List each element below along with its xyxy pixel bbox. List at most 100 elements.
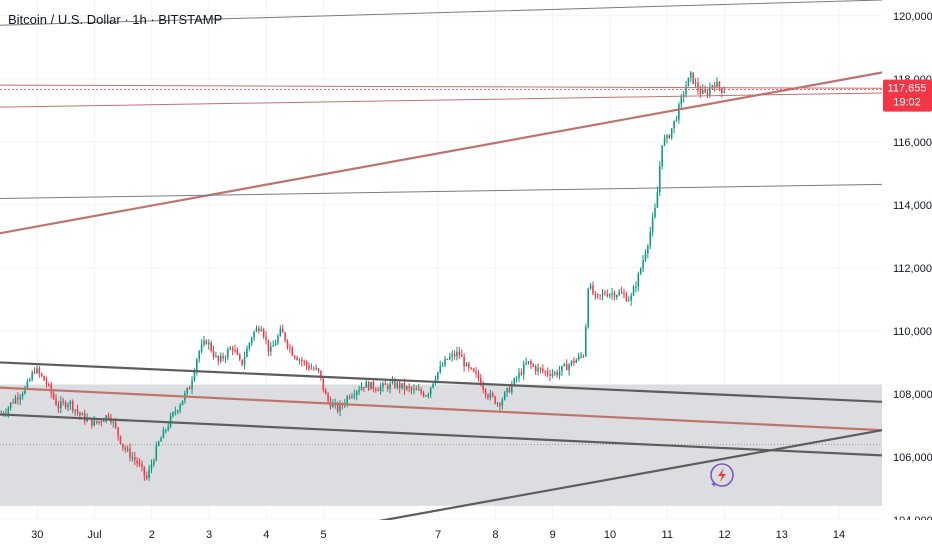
candle-body <box>694 82 697 84</box>
candle-body <box>255 328 258 332</box>
candle-body <box>503 392 506 400</box>
candle-body <box>496 403 499 405</box>
candle-body <box>709 87 711 96</box>
candle-body <box>117 427 119 436</box>
candle-body <box>711 85 714 88</box>
candle-body <box>551 373 554 376</box>
candle-body <box>697 82 699 91</box>
candle-body <box>413 388 415 390</box>
candle-body <box>558 371 561 376</box>
candle-body <box>625 294 628 302</box>
candle-body <box>365 381 368 388</box>
candle-body <box>611 292 613 295</box>
time-axis-label: 12 <box>718 529 730 541</box>
last-price-value: 117,655 <box>888 83 927 95</box>
candle-body <box>198 351 200 360</box>
candle-body <box>69 401 72 405</box>
candle-body <box>465 363 468 367</box>
candle-body <box>222 355 224 359</box>
candle-body <box>577 355 580 360</box>
candle-body <box>494 396 496 404</box>
candle-body <box>687 77 690 87</box>
candle-body <box>122 443 124 448</box>
candle-body <box>589 285 592 289</box>
candle-body <box>644 253 647 261</box>
trendline-channel-bottom <box>0 413 884 457</box>
candle-body <box>124 447 127 450</box>
candle-body <box>315 368 317 370</box>
candle-body <box>312 368 315 370</box>
candle-body <box>12 402 14 404</box>
candle-body <box>40 373 43 376</box>
candle-body <box>272 345 274 347</box>
candle-body <box>389 383 391 389</box>
candle-body <box>456 351 458 357</box>
candle-body <box>668 135 671 139</box>
candle-body <box>38 368 41 374</box>
candle-body <box>45 380 48 385</box>
candle-body <box>647 245 649 254</box>
chart-title: Bitcoin / U.S. Dollar · 1h · BITSTAMP <box>8 12 223 27</box>
candle-body <box>656 192 659 208</box>
candle-body <box>477 373 480 379</box>
time-axis-label: 9 <box>550 529 556 541</box>
time-axis-label: 5 <box>321 529 327 541</box>
candle-body <box>532 364 535 367</box>
candle-body <box>377 390 379 392</box>
candle-body <box>446 358 449 360</box>
candle-body <box>332 403 334 408</box>
candle-body <box>60 401 62 409</box>
candle-body <box>95 420 98 423</box>
candle-body <box>114 421 117 428</box>
candle-body <box>355 391 358 396</box>
trendline-resistance-thin-red <box>0 84 883 89</box>
candle-body <box>210 342 212 351</box>
candles-group <box>0 71 725 482</box>
candle-body <box>618 291 620 296</box>
candle-body <box>67 404 69 408</box>
trendline-channel-top <box>0 361 884 403</box>
candle-body <box>102 421 105 423</box>
candle-body <box>260 329 263 332</box>
candle-body <box>659 166 661 193</box>
candle-body <box>26 381 29 388</box>
candle-body <box>43 375 45 381</box>
candle-body <box>29 379 31 382</box>
candle-body <box>441 365 444 367</box>
candle-body <box>243 357 246 365</box>
time-axis-label: 30 <box>31 529 43 541</box>
candle-body <box>616 295 618 298</box>
candle-body <box>308 365 310 369</box>
candle-body <box>682 94 685 97</box>
candle-body <box>50 384 53 394</box>
candle-body <box>141 463 143 467</box>
candle-body <box>575 359 578 363</box>
candle-body <box>301 359 303 362</box>
candle-body <box>57 405 60 409</box>
candle-body <box>513 378 515 385</box>
candle-body <box>635 286 637 288</box>
candle-body <box>17 397 19 400</box>
candle-body <box>484 389 487 395</box>
candle-body <box>460 355 463 357</box>
trendline-top-thin <box>0 0 883 26</box>
candle-body <box>179 405 181 411</box>
candle-body <box>296 357 298 361</box>
candle-body <box>706 92 709 96</box>
price-axis-label: 114,000 <box>893 200 932 212</box>
candle-body <box>367 381 370 390</box>
candle-body <box>568 364 570 371</box>
candle-body <box>248 343 251 349</box>
time-axis-label: 14 <box>833 529 845 541</box>
candle-body <box>253 331 255 338</box>
candle-body <box>86 418 88 422</box>
candle-body <box>580 355 582 357</box>
candle-body <box>160 438 162 442</box>
candle-body <box>289 346 291 348</box>
candle-body <box>358 389 360 392</box>
time-axis-label: Jul <box>87 529 101 541</box>
candle-body <box>150 464 153 470</box>
candle-body <box>680 96 683 105</box>
candle-body <box>155 445 158 461</box>
